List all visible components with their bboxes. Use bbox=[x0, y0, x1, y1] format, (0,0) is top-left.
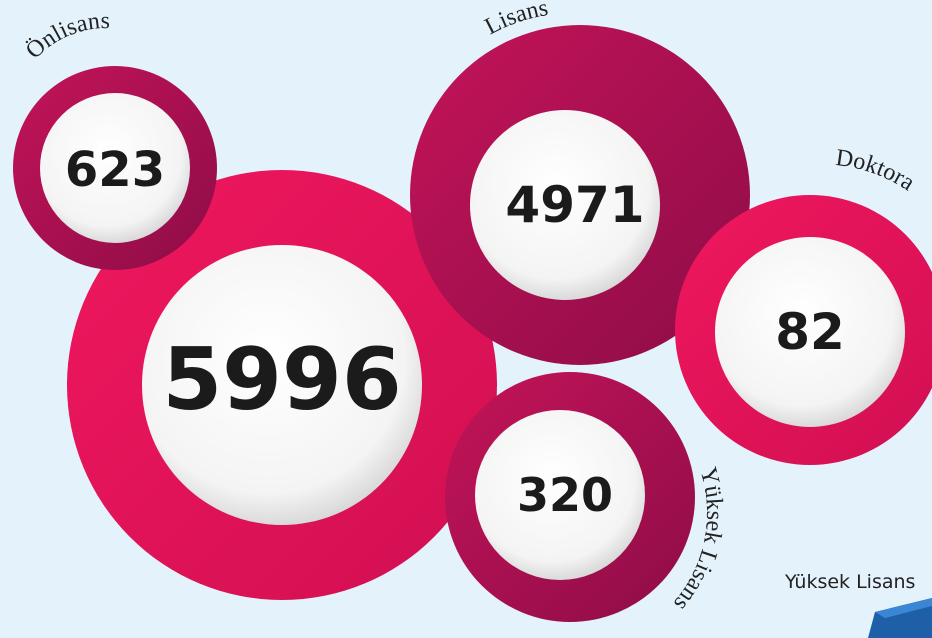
value: 5996 bbox=[162, 330, 401, 430]
bubble-doktora: 82 Doktora bbox=[675, 145, 932, 465]
value: 623 bbox=[65, 142, 165, 198]
label: Önlisans bbox=[21, 8, 110, 64]
inner-circle bbox=[715, 237, 905, 427]
bubble-main: 5996 bbox=[67, 170, 497, 600]
corner-item: Yüksek Lisans bbox=[784, 571, 932, 638]
label-text: Doktora bbox=[834, 145, 919, 196]
bubble-yuksek-lisans: 320 Yüksek Lisans bbox=[445, 372, 727, 622]
inner-circle bbox=[40, 93, 190, 243]
inner-circle bbox=[475, 410, 645, 580]
bubble-lisans: 4971 Lisans bbox=[410, 0, 750, 365]
label-text: Önlisans bbox=[21, 8, 110, 64]
bubble-onlisans: 623 Önlisans bbox=[13, 8, 217, 270]
value: 320 bbox=[517, 468, 613, 522]
inner-circle bbox=[470, 110, 660, 300]
value: 82 bbox=[775, 303, 845, 361]
corner-label: Yüksek Lisans bbox=[784, 571, 915, 593]
label: Doktora bbox=[834, 145, 919, 196]
inner-circle bbox=[142, 245, 422, 525]
value: 4971 bbox=[505, 176, 644, 234]
corner-shape-top bbox=[875, 598, 932, 618]
